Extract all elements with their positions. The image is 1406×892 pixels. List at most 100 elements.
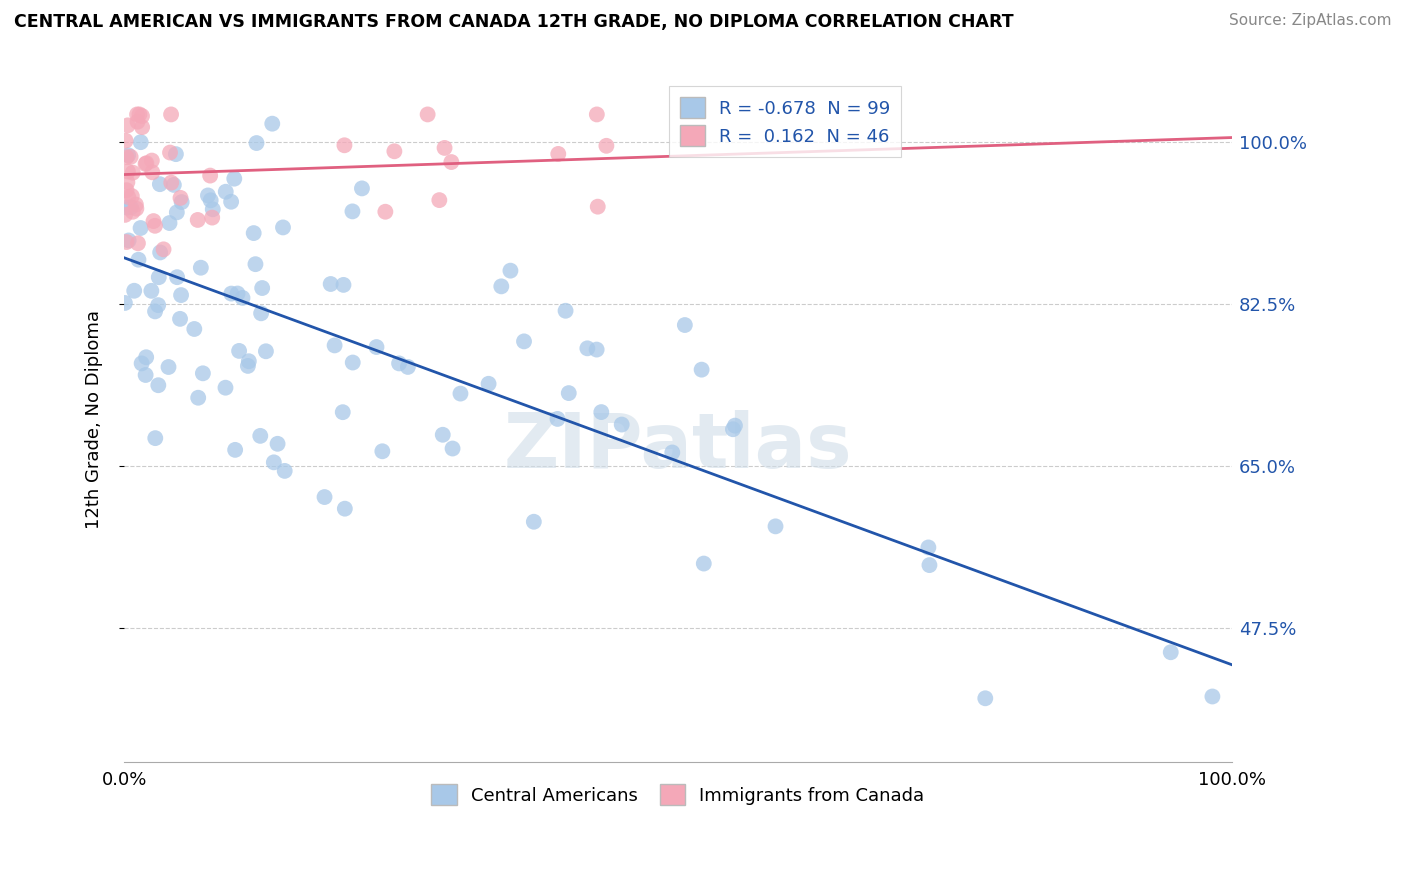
Point (114, 296, 136, 310)
Text: CENTRAL AMERICAN VS IMMIGRANTS FROM CANADA 12TH GRADE, NO DIPLOMA CORRELATION CH: CENTRAL AMERICAN VS IMMIGRANTS FROM CANA… (14, 13, 1014, 31)
Point (342, 355, 364, 369)
Point (135, 156, 157, 170)
Point (226, 286, 249, 301)
Point (449, 386, 471, 401)
Point (416, 107, 439, 121)
Point (576, 342, 599, 356)
Point (547, 412, 569, 426)
Point (114, 208, 136, 222)
Point (160, 107, 183, 121)
Point (371, 444, 394, 458)
Point (262, 117, 284, 131)
Point (191, 367, 214, 381)
Point (314, 490, 336, 504)
Y-axis label: 12th Grade, No Diploma: 12th Grade, No Diploma (86, 310, 103, 529)
Point (169, 191, 191, 205)
Point (595, 138, 617, 153)
Point (342, 204, 364, 219)
Point (183, 322, 205, 336)
Point (117, 119, 139, 133)
Point (440, 155, 463, 169)
Point (197, 188, 219, 202)
Point (547, 147, 569, 161)
Point (238, 354, 260, 368)
Point (120, 150, 142, 164)
Point (427, 193, 450, 207)
Point (273, 464, 295, 478)
Point (190, 260, 212, 275)
Point (491, 279, 513, 293)
Point (214, 381, 236, 395)
Point (332, 277, 354, 292)
Point (228, 343, 250, 358)
Point (131, 109, 153, 123)
Point (215, 185, 238, 199)
Point (523, 515, 546, 529)
Point (125, 107, 148, 121)
Point (187, 213, 209, 227)
Point (129, 135, 152, 149)
Point (135, 157, 157, 171)
Point (690, 362, 713, 376)
Point (661, 445, 683, 459)
Point (148, 378, 170, 392)
Point (122, 284, 145, 298)
Point (135, 368, 157, 382)
Point (115, 150, 138, 164)
Legend: Central Americans, Immigrants from Canada: Central Americans, Immigrants from Canad… (422, 775, 934, 814)
Point (121, 204, 143, 219)
Point (201, 202, 224, 217)
Point (142, 214, 165, 228)
Point (254, 344, 277, 359)
Point (115, 235, 138, 249)
Point (245, 136, 267, 150)
Point (141, 153, 163, 168)
Point (146, 298, 169, 312)
Point (249, 429, 271, 443)
Point (187, 391, 209, 405)
Point (366, 340, 388, 354)
Point (673, 318, 696, 332)
Point (125, 202, 148, 216)
Point (250, 281, 273, 295)
Point (332, 405, 354, 419)
Point (127, 236, 149, 251)
Text: Source: ZipAtlas.com: Source: ZipAtlas.com (1229, 13, 1392, 29)
Point (160, 176, 183, 190)
Point (117, 148, 139, 162)
Point (432, 427, 454, 442)
Point (499, 263, 522, 277)
Point (382, 145, 405, 159)
Point (433, 141, 456, 155)
Point (117, 175, 139, 189)
Point (917, 541, 939, 555)
Point (120, 200, 142, 214)
Point (152, 243, 174, 257)
Point (201, 211, 224, 225)
Point (271, 220, 294, 235)
Point (585, 107, 607, 121)
Point (610, 417, 633, 432)
Point (127, 114, 149, 128)
Point (143, 304, 166, 318)
Point (135, 350, 157, 364)
Point (333, 138, 356, 153)
Point (131, 356, 153, 370)
Point (128, 107, 150, 121)
Point (149, 245, 172, 260)
Point (125, 197, 148, 211)
Point (350, 181, 373, 195)
Point (224, 171, 246, 186)
Point (219, 194, 242, 209)
Point (157, 359, 180, 374)
Point (198, 169, 221, 183)
Point (148, 270, 170, 285)
Point (200, 194, 222, 208)
Point (143, 219, 166, 233)
Text: ZIPatlas: ZIPatlas (503, 410, 852, 484)
Point (117, 164, 139, 178)
Point (554, 303, 576, 318)
Point (721, 422, 744, 436)
Point (263, 455, 285, 469)
Point (231, 291, 253, 305)
